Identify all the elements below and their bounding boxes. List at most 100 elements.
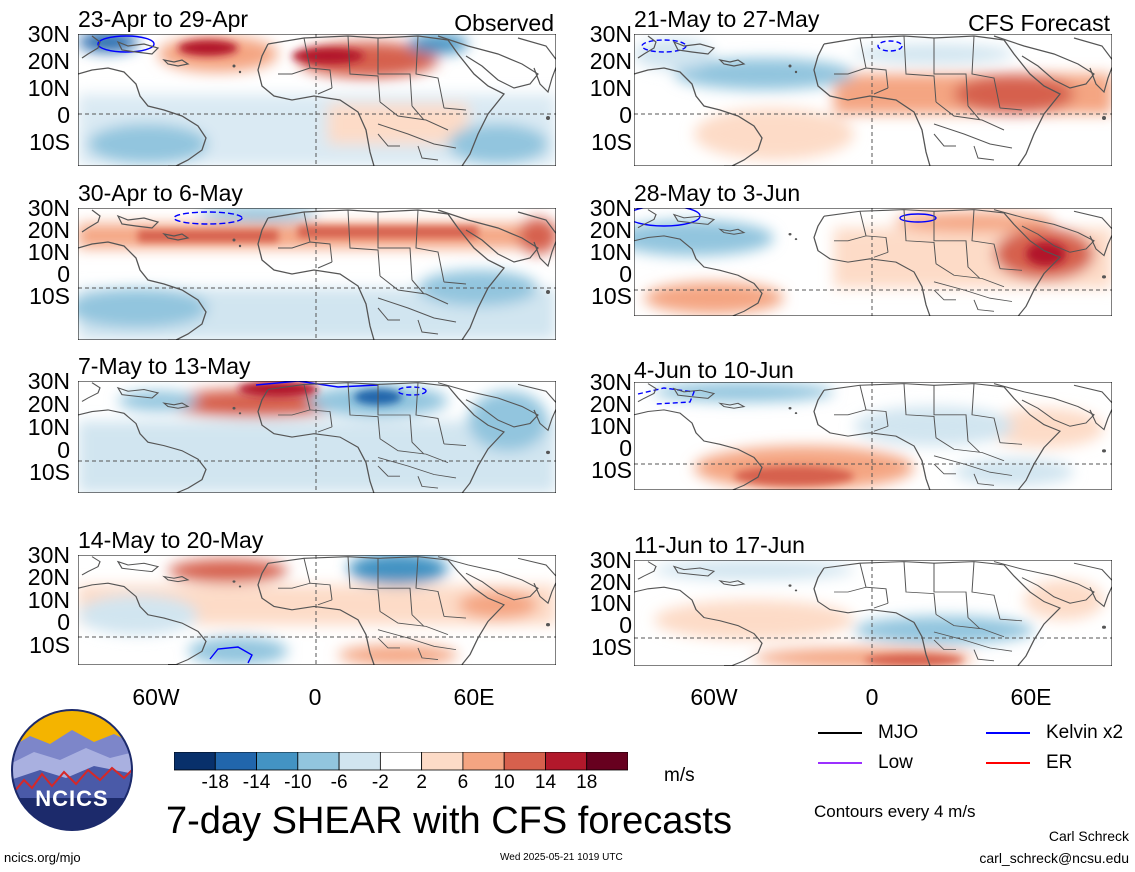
footer-url[interactable]: ncics.org/mjo: [4, 850, 81, 865]
lon-tick-0-left: 0: [308, 684, 322, 710]
colorbar-swatch: [503, 752, 546, 771]
colorbar-tick: 6: [457, 772, 469, 793]
colorbar-tick: -18: [201, 772, 229, 793]
colorbar-swatch: [421, 752, 464, 771]
colorbar-tick: 2: [416, 772, 427, 793]
observed-label: Observed: [454, 10, 554, 36]
colorbar: [174, 752, 628, 771]
panel-title-2: 30-Apr to 6-May: [78, 180, 243, 206]
logo-text: NCICS: [35, 786, 109, 811]
lat-tick: 10N: [27, 413, 70, 440]
lat-tick: 10N: [27, 239, 70, 266]
colorbar-swatch: [214, 752, 257, 771]
lat-tick: 0: [57, 101, 70, 128]
footer-email[interactable]: carl_schreck@ncsu.edu: [979, 850, 1129, 866]
lat-tick: 20N: [27, 564, 70, 591]
shear-map-7: [634, 382, 1112, 490]
lat-tick: 10N: [27, 74, 70, 101]
lat-tick: 10N: [27, 586, 70, 613]
lat-tick: 20N: [27, 47, 70, 74]
panel-title-8: 11-Jun to 17-Jun: [634, 532, 805, 558]
lat-tick: 10S: [29, 631, 70, 658]
main-title: 7-day SHEAR with CFS forecasts: [166, 800, 732, 842]
forecast-label: CFS Forecast: [968, 10, 1110, 36]
shear-map-5: [634, 34, 1112, 166]
legend-line: [986, 762, 1030, 764]
colorbar-tick: -2: [371, 772, 389, 793]
lat-tick: 20N: [589, 391, 632, 418]
lat-tick: 20N: [589, 217, 632, 244]
colorbar-swatch: [297, 752, 340, 771]
colorbar-tick: -6: [330, 772, 348, 793]
lat-tick: 10S: [591, 283, 632, 310]
lat-tick: 10N: [589, 590, 632, 617]
legend-label: MJO: [878, 722, 919, 743]
lat-tick: 10S: [29, 128, 70, 155]
panel-title-1: 23-Apr to 29-Apr: [78, 6, 249, 32]
colorbar-tick: 18: [576, 772, 598, 793]
panel-title-7: 4-Jun to 10-Jun: [634, 357, 794, 383]
shear-map-4: [78, 555, 556, 665]
lat-tick: 20N: [27, 217, 70, 244]
lat-tick: 30N: [589, 369, 632, 395]
panel-title-3: 7-May to 13-May: [78, 353, 251, 379]
lat-tick: 10S: [591, 457, 632, 484]
lat-tick: 30N: [589, 547, 632, 573]
lat-tick: 0: [619, 261, 632, 288]
colorbar-swatch: [338, 752, 381, 771]
lat-tick: 30N: [589, 21, 632, 47]
colorbar-swatch: [256, 752, 299, 771]
legend-label: ER: [1046, 752, 1073, 773]
lon-tick-0-right: 0: [865, 684, 879, 710]
lat-tick: 20N: [589, 568, 632, 595]
lat-tick: 20N: [27, 390, 70, 417]
lat-tick: 10N: [589, 413, 632, 440]
panel-title-6: 28-May to 3-Jun: [634, 180, 801, 206]
shear-map-2: [78, 208, 556, 340]
lon-tick-60w-left: 60W: [132, 684, 180, 710]
legend-label: Low: [878, 752, 913, 773]
lat-tick: 0: [57, 261, 70, 288]
lat-tick: 0: [57, 436, 70, 463]
lon-tick-60w-right: 60W: [690, 684, 738, 710]
colorbar-tick: 10: [493, 772, 515, 793]
colorbar-swatch: [586, 752, 628, 771]
lat-tick: 10S: [29, 459, 70, 486]
shear-map-3: [78, 381, 556, 493]
lat-tick: 30N: [27, 542, 70, 568]
ncics-logo: [11, 709, 133, 831]
colorbar-swatch: [174, 752, 216, 771]
lat-tick: 30N: [27, 368, 70, 394]
lat-tick: 30N: [589, 195, 632, 221]
colorbar-tick: 14: [534, 772, 557, 793]
lat-tick: 0: [619, 611, 632, 638]
colorbar-swatch: [462, 752, 505, 771]
footer-timestamp: Wed 2025-05-21 1019 UTC: [500, 852, 623, 863]
legend-line: [986, 732, 1030, 734]
contours-note: Contours every 4 m/s: [814, 802, 976, 821]
colorbar-unit: m/s: [664, 765, 695, 786]
lon-tick-60e-left: 60E: [453, 684, 495, 710]
colorbar-tick: -10: [284, 772, 312, 793]
panel-title-5: 21-May to 27-May: [634, 6, 820, 32]
panel-title-4: 14-May to 20-May: [78, 527, 264, 553]
shear-map-1: [78, 34, 556, 166]
lat-tick: 10S: [591, 633, 632, 660]
shear-map-6: [634, 208, 1112, 316]
lat-tick: 10N: [589, 239, 632, 266]
lat-tick: 10N: [589, 74, 632, 101]
legend-label: Kelvin x2: [1046, 722, 1124, 743]
legend-line: [818, 732, 862, 734]
lat-tick: 30N: [27, 21, 70, 47]
colorbar-tick: -14: [242, 772, 271, 793]
lon-tick-60e-right: 60E: [1010, 684, 1052, 710]
footer-author: Carl Schreck: [1048, 828, 1129, 844]
legend-line: [818, 762, 862, 764]
lat-tick: 0: [619, 101, 632, 128]
lat-tick: 0: [57, 609, 70, 636]
lat-tick: 0: [619, 435, 632, 462]
colorbar-swatch: [545, 752, 588, 771]
lat-tick: 10S: [29, 283, 70, 310]
lat-tick: 10S: [591, 128, 632, 155]
lat-tick: 20N: [589, 47, 632, 74]
